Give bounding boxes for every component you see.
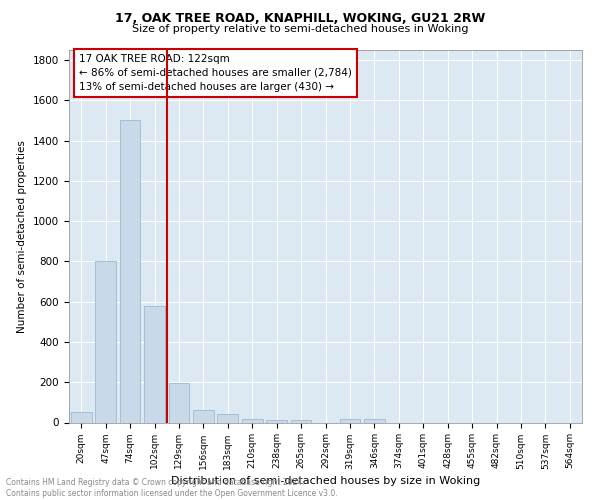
- Bar: [217, 414, 238, 422]
- Bar: [144, 306, 165, 422]
- Text: 17 OAK TREE ROAD: 122sqm
← 86% of semi-detached houses are smaller (2,784)
13% o: 17 OAK TREE ROAD: 122sqm ← 86% of semi-d…: [79, 54, 352, 92]
- Bar: [364, 420, 385, 422]
- Text: Contains HM Land Registry data © Crown copyright and database right 2024.
Contai: Contains HM Land Registry data © Crown c…: [6, 478, 338, 498]
- Text: 17, OAK TREE ROAD, KNAPHILL, WOKING, GU21 2RW: 17, OAK TREE ROAD, KNAPHILL, WOKING, GU2…: [115, 12, 485, 26]
- Bar: [95, 262, 116, 422]
- Bar: [71, 412, 92, 422]
- Bar: [119, 120, 140, 422]
- Bar: [169, 383, 190, 422]
- Bar: [193, 410, 214, 422]
- Text: Size of property relative to semi-detached houses in Woking: Size of property relative to semi-detach…: [132, 24, 468, 34]
- X-axis label: Distribution of semi-detached houses by size in Woking: Distribution of semi-detached houses by …: [171, 476, 480, 486]
- Bar: [266, 420, 287, 422]
- Bar: [290, 420, 311, 422]
- Bar: [242, 420, 263, 422]
- Y-axis label: Number of semi-detached properties: Number of semi-detached properties: [17, 140, 28, 332]
- Bar: [340, 420, 361, 422]
